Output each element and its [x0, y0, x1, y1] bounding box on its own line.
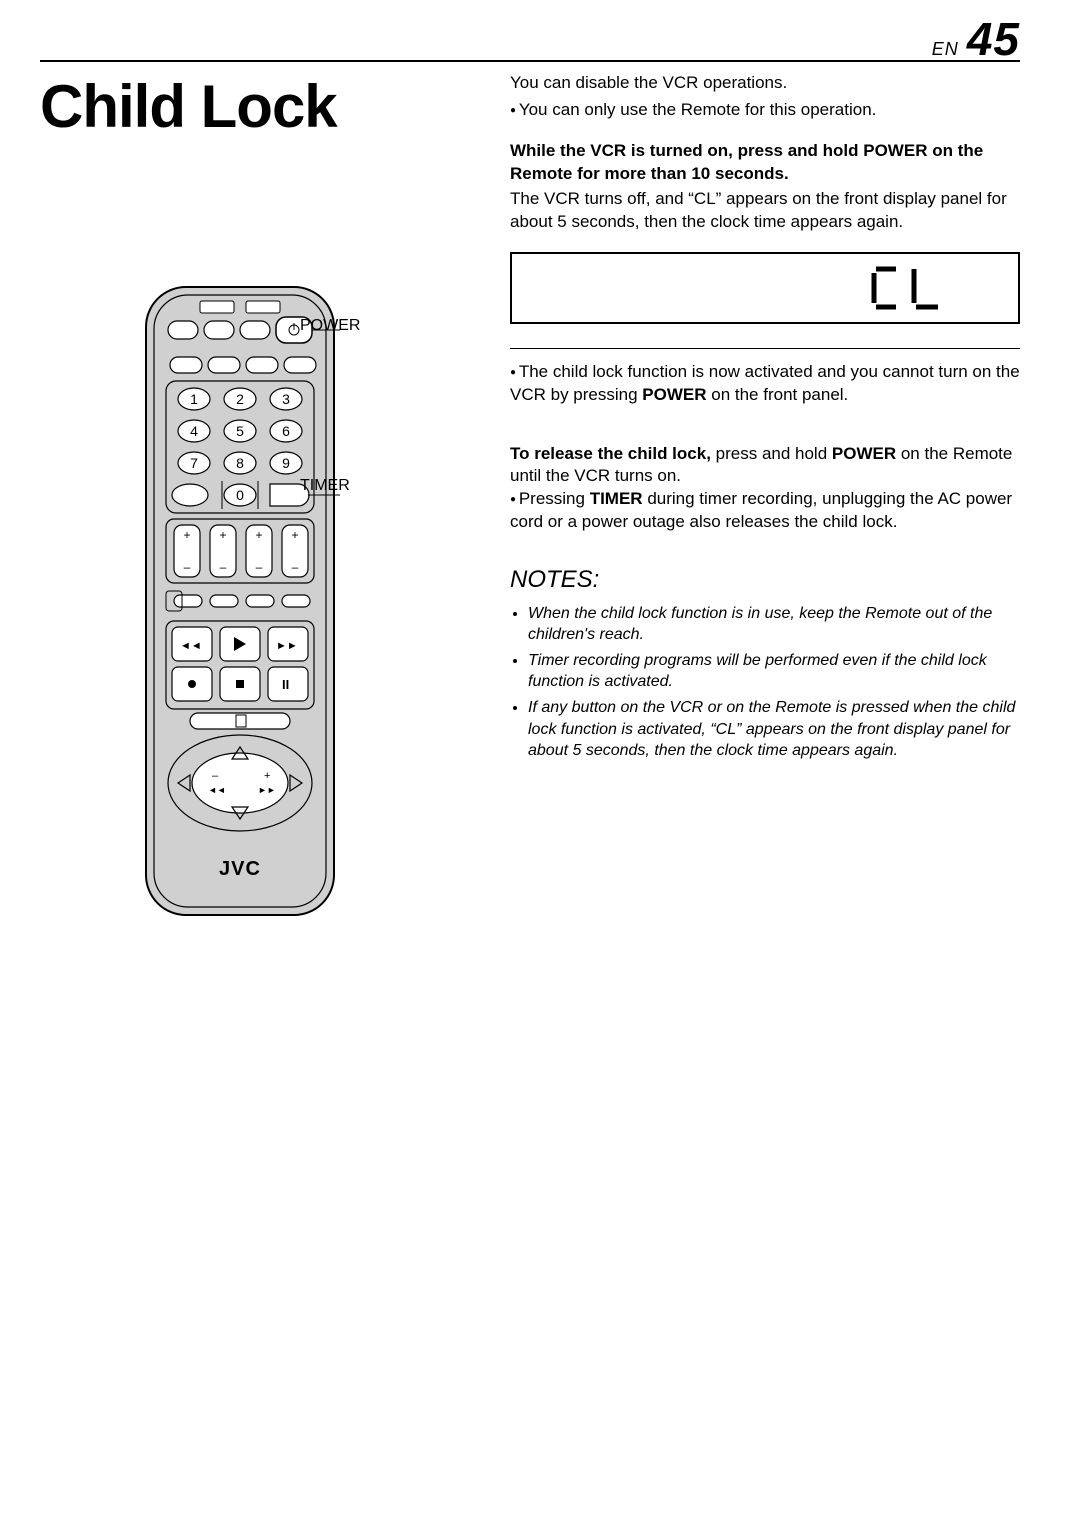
svg-text:2: 2 — [236, 391, 244, 407]
svg-text:–: – — [256, 560, 263, 574]
intro-line1: You can disable the VCR operations. — [510, 72, 1020, 95]
right-column: You can disable the VCR operations. You … — [510, 72, 1020, 921]
svg-text:5: 5 — [236, 423, 244, 439]
svg-text:◄◄: ◄◄ — [208, 785, 226, 795]
instruction-bold: While the VCR is turned on, press and ho… — [510, 140, 1020, 186]
svg-text:+: + — [264, 770, 270, 782]
intro-line2: You can only use the Remote for this ope… — [510, 99, 1020, 122]
svg-text:II: II — [282, 677, 289, 692]
lang-code: EN — [932, 39, 959, 59]
remote-diagram: 1 2 3 4 5 6 7 8 9 0 — [140, 281, 480, 921]
divider-rule — [510, 348, 1020, 349]
release-block: To release the child lock, press and hol… — [510, 443, 1020, 535]
note-item: Timer recording programs will be perform… — [528, 650, 1020, 693]
note-item: When the child lock function is in use, … — [528, 603, 1020, 646]
callout-timer: TIMER — [300, 477, 350, 495]
remote-illustration: 1 2 3 4 5 6 7 8 9 0 — [140, 281, 340, 921]
svg-text:JVC: JVC — [219, 858, 261, 880]
svg-text:+: + — [183, 528, 190, 542]
svg-text:3: 3 — [282, 391, 290, 407]
instruction-body: The VCR turns off, and “CL” appears on t… — [510, 188, 1020, 234]
display-panel — [510, 252, 1020, 324]
notes-list: When the child lock function is in use, … — [510, 603, 1020, 762]
svg-text:–: – — [220, 560, 227, 574]
activated-block: The child lock function is now activated… — [510, 361, 1020, 407]
svg-text:7: 7 — [190, 455, 198, 471]
callout-power: POWER — [300, 317, 360, 335]
svg-text:8: 8 — [236, 455, 244, 471]
release-lead-bold: To release the child lock, — [510, 444, 711, 463]
activated-text: The child lock function is now activated… — [510, 361, 1020, 407]
intro-block: You can disable the VCR operations. You … — [510, 72, 1020, 122]
content-columns: Child Lock — [40, 72, 1020, 921]
left-column: Child Lock — [40, 72, 480, 921]
page-number: 45 — [967, 13, 1020, 65]
svg-text:►►: ►► — [276, 640, 298, 652]
svg-text:–: – — [292, 560, 299, 574]
svg-text:+: + — [219, 528, 226, 542]
page: EN 45 Child Lock — [0, 0, 1080, 961]
svg-text:0: 0 — [236, 487, 244, 503]
svg-text:–: – — [184, 560, 191, 574]
display-cl-icon — [868, 263, 948, 313]
svg-text:–: – — [212, 770, 219, 782]
svg-text:►►: ►► — [258, 785, 276, 795]
top-rule: EN 45 — [40, 60, 1020, 62]
page-title: Child Lock — [40, 72, 480, 141]
instruction-block: While the VCR is turned on, press and ho… — [510, 140, 1020, 234]
svg-text:+: + — [255, 528, 262, 542]
svg-text:4: 4 — [190, 423, 198, 439]
notes-heading: NOTES: — [510, 564, 1020, 596]
svg-text:◄◄: ◄◄ — [180, 640, 202, 652]
page-number-header: EN 45 — [932, 12, 1020, 66]
svg-text:6: 6 — [282, 423, 290, 439]
svg-text:+: + — [291, 528, 298, 542]
note-item: If any button on the VCR or on the Remot… — [528, 697, 1020, 762]
svg-text:1: 1 — [190, 391, 198, 407]
release-bullet: Pressing TIMER during timer recording, u… — [510, 488, 1020, 534]
svg-text:9: 9 — [282, 455, 290, 471]
